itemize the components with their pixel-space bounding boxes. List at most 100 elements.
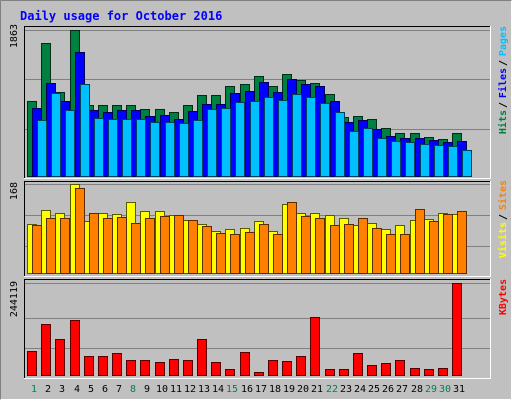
bar-sites-day-10 bbox=[160, 216, 170, 274]
x-label-day-15: 15 bbox=[226, 384, 238, 395]
bar-kbytes-day-28 bbox=[410, 368, 420, 376]
bar-pages-day-21 bbox=[320, 103, 330, 177]
x-label-day-5: 5 bbox=[88, 384, 94, 395]
bar-sites-day-7 bbox=[117, 217, 127, 274]
bar-kbytes-day-10 bbox=[155, 362, 165, 376]
bar-pages-day-25 bbox=[377, 138, 387, 177]
x-label-day-31: 31 bbox=[453, 384, 465, 395]
bar-sites-day-2 bbox=[46, 218, 56, 274]
legend-separator: / bbox=[498, 102, 509, 108]
bar-pages-day-2 bbox=[51, 93, 61, 177]
bar-kbytes-day-4 bbox=[70, 320, 80, 376]
x-label-day-23: 23 bbox=[340, 384, 352, 395]
bar-pages-day-12 bbox=[193, 120, 203, 177]
legend-separator: / bbox=[498, 214, 509, 220]
legend-kbytes: KBytes bbox=[498, 279, 509, 315]
x-label-day-18: 18 bbox=[269, 384, 281, 395]
x-label-day-26: 26 bbox=[382, 384, 394, 395]
x-label-day-8: 8 bbox=[130, 384, 136, 395]
bar-pages-day-15 bbox=[235, 102, 245, 177]
x-label-day-30: 30 bbox=[439, 384, 451, 395]
bar-pages-day-22 bbox=[335, 112, 345, 177]
bar-kbytes-day-12 bbox=[183, 360, 193, 376]
x-label-day-22: 22 bbox=[326, 384, 338, 395]
bar-pages-day-16 bbox=[250, 101, 260, 177]
tick-labels: 1863 168 244119 bbox=[9, 24, 20, 317]
x-label-day-16: 16 bbox=[241, 384, 253, 395]
bar-pages-day-1 bbox=[37, 120, 47, 177]
bar-sites-day-23 bbox=[344, 224, 354, 274]
bar-pages-day-30 bbox=[448, 146, 458, 177]
bars bbox=[27, 30, 472, 376]
bar-sites-day-24 bbox=[358, 218, 368, 274]
legends: Pages / Files / Hits Sites / Visits KBytes bbox=[497, 26, 509, 315]
bar-pages-day-23 bbox=[349, 131, 359, 177]
bar-pages-day-10 bbox=[165, 122, 175, 177]
bar-kbytes-day-29 bbox=[424, 369, 434, 376]
x-label-day-25: 25 bbox=[368, 384, 380, 395]
bar-kbytes-day-16 bbox=[240, 352, 250, 376]
bar-kbytes-day-20 bbox=[296, 356, 306, 376]
bar-sites-day-30 bbox=[443, 214, 453, 274]
ymax-label-sites-visits: 168 bbox=[9, 182, 20, 200]
x-label-day-17: 17 bbox=[255, 384, 267, 395]
bar-kbytes-day-13 bbox=[197, 339, 207, 376]
x-label-day-19: 19 bbox=[283, 384, 295, 395]
bar-pages-day-11 bbox=[179, 123, 189, 177]
bar-pages-day-19 bbox=[292, 94, 302, 177]
x-label-day-28: 28 bbox=[411, 384, 423, 395]
bar-kbytes-day-2 bbox=[41, 324, 51, 376]
bar-pages-day-26 bbox=[391, 141, 401, 177]
panel-fill bbox=[24, 279, 491, 379]
x-axis-labels: 1 2 3 4 5 6 7 8 9 10 11 12 13 14 15 16 17 18 19 20 21 22 23 24 2… bbox=[31, 384, 465, 395]
bar-sites-day-8 bbox=[131, 223, 141, 274]
bar-pages-day-3 bbox=[65, 110, 75, 177]
x-label-day-14: 14 bbox=[212, 384, 224, 395]
bar-kbytes-day-6 bbox=[98, 356, 108, 376]
bar-sites-day-22 bbox=[330, 225, 340, 274]
bar-kbytes-day-18 bbox=[268, 360, 278, 376]
bar-kbytes-day-11 bbox=[169, 359, 179, 376]
bar-sites-day-4 bbox=[75, 188, 85, 274]
legend-files: Files bbox=[497, 68, 509, 98]
bar-kbytes-day-24 bbox=[353, 353, 363, 376]
bar-sites-day-28 bbox=[415, 209, 425, 274]
bar-sites-day-27 bbox=[400, 234, 410, 274]
bar-kbytes-day-31 bbox=[452, 283, 462, 376]
bar-pages-day-6 bbox=[108, 119, 118, 177]
legend-pages: Pages bbox=[498, 26, 509, 56]
bar-sites-day-9 bbox=[145, 218, 155, 274]
bar-pages-day-28 bbox=[420, 144, 430, 177]
bar-kbytes-day-23 bbox=[339, 369, 349, 376]
bar-sites-day-15 bbox=[230, 234, 240, 274]
bar-sites-day-31 bbox=[457, 211, 467, 274]
bar-pages-day-17 bbox=[264, 97, 274, 177]
legend-visits: Visits bbox=[497, 222, 509, 258]
bar-kbytes-day-17 bbox=[254, 372, 264, 376]
bar-pages-day-24 bbox=[363, 128, 373, 177]
bar-kbytes-day-21 bbox=[310, 317, 320, 376]
bar-sites-day-6 bbox=[103, 218, 113, 274]
bar-sites-day-1 bbox=[32, 225, 42, 274]
bar-kbytes-day-14 bbox=[211, 362, 221, 376]
bar-sites-day-12 bbox=[188, 220, 198, 274]
bar-kbytes-day-26 bbox=[381, 363, 391, 376]
x-label-day-21: 21 bbox=[311, 384, 323, 395]
x-label-day-6: 6 bbox=[102, 384, 108, 395]
bar-sites-day-20 bbox=[301, 216, 311, 274]
bar-sites-day-18 bbox=[273, 234, 283, 274]
x-label-day-1: 1 bbox=[31, 384, 37, 395]
bar-pages-day-9 bbox=[150, 122, 160, 177]
legend-hits: Hits bbox=[497, 110, 509, 134]
x-label-day-9: 9 bbox=[144, 384, 150, 395]
bar-sites-day-26 bbox=[386, 234, 396, 274]
bar-pages-day-8 bbox=[136, 119, 146, 177]
bar-sites-day-19 bbox=[287, 202, 297, 274]
chart-title: Daily usage for October 2016 bbox=[20, 9, 222, 23]
bar-kbytes-day-5 bbox=[84, 356, 94, 376]
bar-kbytes-day-25 bbox=[367, 365, 377, 376]
bar-kbytes-day-9 bbox=[140, 360, 150, 376]
x-label-day-24: 24 bbox=[354, 384, 366, 395]
